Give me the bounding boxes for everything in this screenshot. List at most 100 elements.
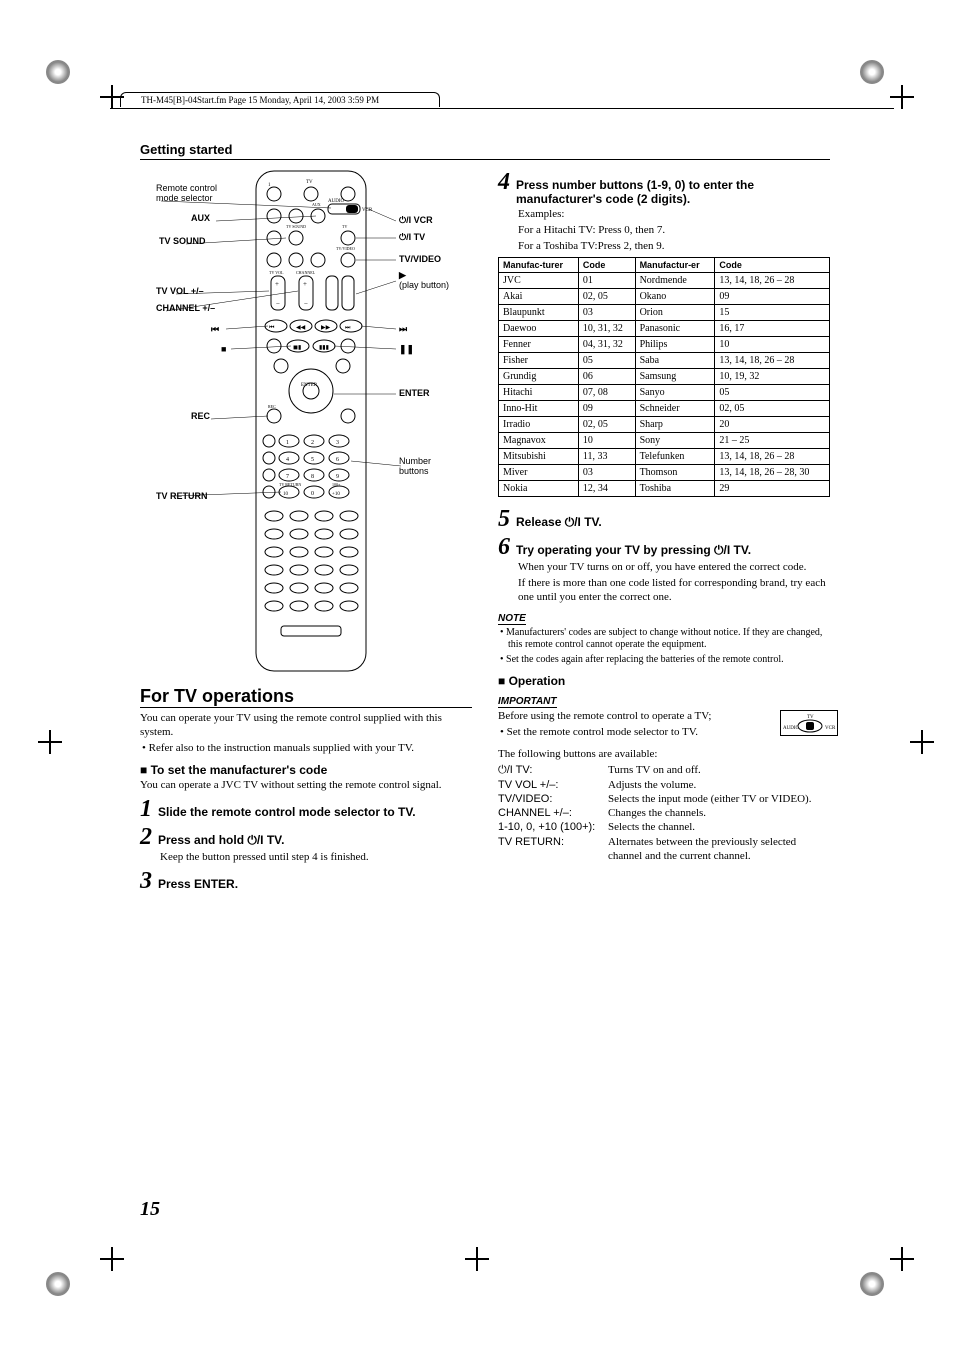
codes-cell: Nordmende <box>635 273 715 289</box>
function-key: 1-10, 0, +10 (100+): <box>498 820 608 834</box>
codes-cell: 05 <box>578 353 635 369</box>
codes-cell: Fenner <box>499 337 579 353</box>
svg-text:6: 6 <box>336 457 339 463</box>
codes-cell: Panasonic <box>635 321 715 337</box>
codes-cell: Sharp <box>635 417 715 433</box>
svg-text:4: 4 <box>286 457 289 463</box>
svg-text:0: 0 <box>311 491 314 497</box>
codes-cell: Nokia <box>499 481 579 497</box>
svg-text:◼▮: ◼▮ <box>293 345 301 351</box>
codes-header: Code <box>578 258 635 273</box>
codes-cell: 13, 14, 18, 26 – 28 <box>715 273 830 289</box>
step-4: 4 Press number buttons (1-9, 0) to enter… <box>498 170 830 206</box>
regmark-br-cross <box>890 1247 914 1271</box>
svg-text:100+: 100+ <box>332 482 341 487</box>
callout-channel: CHANNEL +/– <box>156 303 215 313</box>
codes-cell: 12, 34 <box>578 481 635 497</box>
callout-selector: Remote control <box>156 183 217 193</box>
step-2-text: Press and hold ⏻/I TV. <box>158 833 472 848</box>
regmark-bc-cross <box>465 1247 489 1271</box>
callout-stop: ■ <box>221 344 226 354</box>
codes-header: Manufac-turer <box>499 258 579 273</box>
svg-text:◀◀: ◀◀ <box>296 325 306 331</box>
codes-cell: Okano <box>635 289 715 305</box>
codes-row: Grundig06Samsung10, 19, 32 <box>499 369 830 385</box>
callout-play-label: (play button) <box>399 280 449 290</box>
svg-text:ENTER: ENTER <box>301 383 318 388</box>
callout-rec: REC <box>191 411 211 421</box>
codes-cell: 10 <box>578 433 635 449</box>
codes-cell: Philips <box>635 337 715 353</box>
function-desc: Adjusts the volume. <box>608 778 830 792</box>
svg-text:TV VOL: TV VOL <box>269 270 284 275</box>
svg-text:3: 3 <box>336 440 339 446</box>
for-tv-intro: You can operate your TV using the remote… <box>140 712 472 740</box>
function-list: ⏻/I TV:Turns TV on and off.TV VOL +/–:Ad… <box>498 763 830 863</box>
regmark-bl-circle <box>46 1272 70 1296</box>
step-6-body1: When your TV turns on or off, you have e… <box>518 561 830 575</box>
callout-play: ▶ <box>398 270 407 280</box>
svg-text:10: 10 <box>283 492 289 497</box>
svg-text:TV: TV <box>342 224 347 229</box>
step-2-body: Keep the button pressed until step 4 is … <box>160 851 472 865</box>
codes-cell: Saba <box>635 353 715 369</box>
callout-enter: ENTER <box>399 388 430 398</box>
page-content: Getting started 1 TV AUDIO VCR <box>140 142 830 893</box>
codes-row: Irradio02, 05Sharp20 <box>499 417 830 433</box>
svg-text:TV SOUND: TV SOUND <box>286 224 306 229</box>
section-title: Getting started <box>140 142 830 160</box>
codes-row: Fisher05Saba13, 14, 18, 26 – 28 <box>499 353 830 369</box>
set-code-heading: To set the manufacturer's code <box>140 763 472 777</box>
for-tv-title: For TV operations <box>140 686 472 708</box>
svg-text:7: 7 <box>286 474 289 480</box>
header-rule <box>110 108 894 109</box>
examples-2: For a Toshiba TV:Press 2, then 9. <box>518 240 830 254</box>
step-4-num: 4 <box>498 170 510 194</box>
regmark-mr-cross <box>910 730 934 754</box>
codes-row: Miver03Thomson13, 14, 18, 26 – 28, 30 <box>499 465 830 481</box>
callout-aux: AUX <box>191 213 210 223</box>
codes-cell: 03 <box>578 305 635 321</box>
for-tv-intro-bullet: • Refer also to the instruction manuals … <box>140 742 472 756</box>
codes-cell: Fisher <box>499 353 579 369</box>
codes-cell: 02, 05 <box>715 401 830 417</box>
function-desc: Alternates between the previously select… <box>608 835 830 864</box>
step-3-num: 3 <box>140 869 152 893</box>
regmark-ml-cross <box>38 730 62 754</box>
codes-cell: 13, 14, 18, 26 – 28, 30 <box>715 465 830 481</box>
function-key: TV RETURN: <box>498 835 608 864</box>
function-desc: Selects the channel. <box>608 820 830 834</box>
svg-text:+: + <box>303 280 307 288</box>
callout-pause: ❚❚ <box>399 344 414 355</box>
set-code-body: You can operate a JVC TV without setting… <box>140 779 472 793</box>
codes-row: Inno-Hit09Schneider02, 05 <box>499 401 830 417</box>
note-label: NOTE <box>498 613 526 625</box>
regmark-bl-cross <box>100 1247 124 1271</box>
codes-cell: 09 <box>715 289 830 305</box>
header-filepath: TH-M45[B]-04Start.fm Page 15 Monday, Apr… <box>120 92 440 107</box>
step-1-text: Slide the remote control mode selector t… <box>158 805 472 819</box>
svg-text:AUX: AUX <box>312 202 321 207</box>
svg-text:+: + <box>275 280 279 288</box>
step-1: 1 Slide the remote control mode selector… <box>140 797 472 821</box>
codes-cell: 20 <box>715 417 830 433</box>
codes-cell: 03 <box>578 465 635 481</box>
codes-cell: 15 <box>715 305 830 321</box>
step-6-num: 6 <box>498 535 510 559</box>
page-number: 15 <box>140 1198 160 1221</box>
regmark-tr-cross <box>890 85 914 109</box>
function-desc: Turns TV on and off. <box>608 763 830 777</box>
codes-row: Nokia12, 34Toshiba29 <box>499 481 830 497</box>
codes-cell: Schneider <box>635 401 715 417</box>
codes-cell: Akai <box>499 289 579 305</box>
function-desc: Selects the input mode (either TV or VID… <box>608 792 830 806</box>
codes-row: Hitachi07, 08Sanyo05 <box>499 385 830 401</box>
callout-tvsound: TV SOUND <box>159 236 206 246</box>
codes-cell: Samsung <box>635 369 715 385</box>
step-6-body2: If there is more than one code listed fo… <box>518 577 830 605</box>
svg-text:⏭: ⏭ <box>345 325 351 331</box>
step-2: 2 Press and hold ⏻/I TV. <box>140 825 472 849</box>
codes-cell: Hitachi <box>499 385 579 401</box>
important-label: IMPORTANT <box>498 696 557 708</box>
remote-svg: 1 TV AUDIO VCR AUX TV SOUND <box>156 166 456 676</box>
